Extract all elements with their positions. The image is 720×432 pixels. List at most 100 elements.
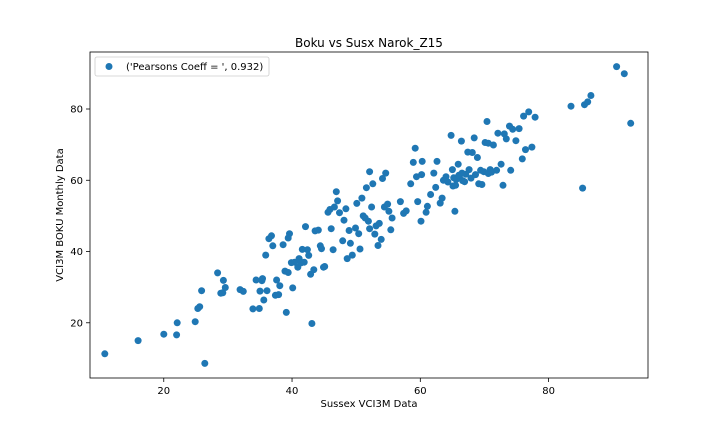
data-point [447, 131, 455, 139]
data-point [512, 137, 520, 145]
data-point [465, 166, 473, 174]
data-point [502, 135, 510, 143]
data-point [478, 181, 486, 188]
data-point [201, 359, 209, 367]
plot-frame [89, 51, 649, 379]
data-point [497, 160, 505, 168]
data-point [345, 227, 353, 234]
data-point [284, 234, 292, 242]
data-point [452, 181, 460, 189]
data-point [252, 276, 260, 284]
data-point [468, 149, 476, 156]
data-point [384, 200, 392, 208]
data-point [518, 155, 526, 163]
data-point [318, 245, 325, 253]
data-point [613, 63, 621, 71]
data-point [239, 287, 247, 295]
data-point [268, 232, 275, 240]
data-point [160, 330, 168, 338]
data-point [407, 180, 415, 188]
data-point [402, 207, 410, 215]
data-point [587, 92, 595, 99]
data-point [366, 225, 374, 233]
data-point [300, 258, 308, 266]
data-point [302, 223, 309, 231]
data-point [567, 102, 575, 110]
data-point [364, 217, 372, 225]
data-point [473, 154, 481, 161]
data-point [289, 284, 297, 292]
data-point [525, 108, 533, 116]
data-point [191, 318, 199, 326]
y-tick-label: 60 [70, 176, 83, 187]
data-point [531, 113, 539, 121]
data-point [387, 226, 395, 234]
data-point [284, 269, 292, 276]
y-tick-label: 40 [70, 247, 83, 258]
data-point [457, 137, 465, 145]
data-point [249, 305, 257, 313]
data-point [528, 143, 536, 151]
data-point [332, 188, 340, 196]
data-point [522, 146, 529, 154]
data-point [353, 199, 361, 207]
data-point [298, 245, 306, 253]
data-point [355, 230, 363, 238]
data-point [275, 291, 283, 299]
data-point [627, 119, 635, 127]
data-point [422, 208, 430, 216]
data-point [366, 168, 374, 176]
data-point [259, 275, 266, 283]
data-points [101, 63, 635, 367]
data-point [329, 246, 337, 254]
data-point [382, 169, 390, 177]
x-tick-label: 40 [286, 386, 299, 397]
data-point [282, 308, 290, 316]
data-point [263, 287, 271, 295]
legend-marker [105, 63, 113, 70]
data-point [273, 276, 281, 284]
data-point [374, 242, 382, 249]
data-point [269, 242, 277, 250]
data-point [334, 197, 342, 205]
data-point [483, 118, 491, 125]
data-point [432, 183, 440, 191]
data-point [439, 176, 447, 184]
x-tick-label: 80 [542, 386, 555, 397]
data-point [371, 230, 379, 238]
y-axis-label: VCI3M BOKU Monthly Data [55, 148, 66, 281]
data-point [369, 180, 377, 188]
data-point [327, 225, 335, 233]
data-point [620, 70, 628, 78]
data-point [308, 320, 316, 327]
data-point [385, 207, 393, 215]
data-point [276, 282, 284, 290]
data-point [470, 134, 478, 142]
data-point [520, 112, 528, 120]
data-point [494, 129, 502, 137]
y-tick-label: 80 [70, 105, 83, 116]
data-point [348, 251, 356, 259]
data-point [461, 178, 469, 186]
data-point [409, 158, 417, 166]
data-point [255, 305, 263, 312]
plot-area [90, 52, 648, 378]
data-point [433, 157, 441, 165]
data-point [262, 251, 270, 259]
data-point [418, 171, 426, 179]
data-point [375, 219, 383, 227]
y-tick-label: 20 [70, 318, 83, 329]
data-point [451, 207, 459, 215]
data-point [356, 245, 364, 253]
data-point [339, 237, 347, 245]
data-point [458, 169, 466, 177]
data-point [219, 276, 227, 284]
data-point [411, 144, 419, 152]
data-point [198, 287, 206, 295]
data-point [256, 287, 264, 295]
data-point [379, 175, 386, 182]
data-point [336, 209, 343, 217]
data-point [377, 235, 385, 243]
data-point [260, 296, 268, 304]
data-point [438, 194, 446, 202]
